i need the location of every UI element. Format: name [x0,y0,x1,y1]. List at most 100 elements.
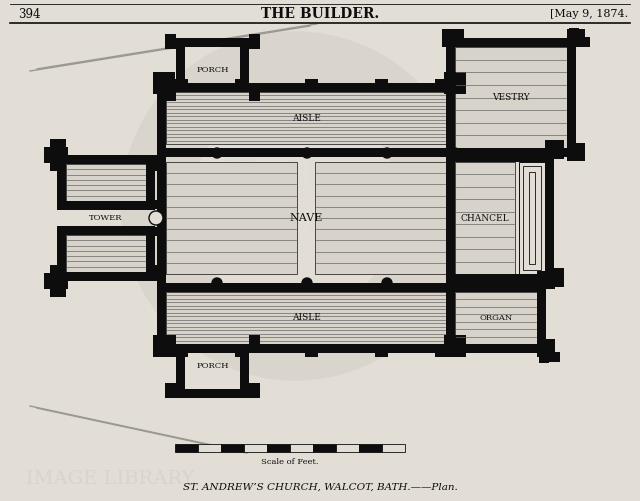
Text: VESTRY: VESTRY [492,93,530,102]
Bar [176,344,185,398]
Bar [442,29,464,47]
Bar [567,38,576,157]
Bar [446,283,546,292]
Bar [444,335,466,357]
Bar [569,28,579,46]
Bar [176,38,185,92]
Circle shape [450,148,460,158]
Bar [157,148,455,157]
Bar [567,143,585,161]
Bar [165,383,176,398]
Bar [57,272,155,281]
Bar [375,344,388,357]
Bar [545,140,564,159]
Bar [446,148,576,157]
Bar [545,268,564,287]
Bar [515,274,528,287]
Bar [336,444,359,452]
Circle shape [302,278,312,288]
Bar [66,164,146,201]
Bar [57,226,66,281]
Bar [523,166,541,270]
Text: Scale of Feet.: Scale of Feet. [261,458,319,466]
Bar [537,271,555,289]
Bar [315,162,446,274]
Text: THE BUILDER.: THE BUILDER. [261,7,379,21]
Bar [519,162,545,274]
Text: PORCH: PORCH [196,363,228,371]
Text: TOWER: TOWER [89,214,123,222]
Circle shape [212,278,222,288]
Bar [57,155,155,164]
Bar [515,149,528,162]
Bar [146,155,155,210]
Bar [267,444,290,452]
Bar [50,265,66,297]
Bar [221,444,244,452]
Bar [567,29,585,47]
Bar [539,345,549,363]
Bar [305,344,318,357]
Text: ORGAN: ORGAN [479,314,513,322]
Bar [446,153,455,283]
Circle shape [382,148,392,158]
Bar [545,153,554,283]
Bar [529,172,535,264]
Bar [155,227,157,236]
Bar [198,444,221,452]
Bar [57,201,155,210]
Bar [455,47,567,148]
Bar [446,274,554,283]
Bar [175,444,198,452]
Text: AISLE: AISLE [292,314,321,323]
Bar [146,265,162,281]
Bar [240,344,249,398]
Bar [249,383,260,398]
Bar [157,283,455,292]
Bar [235,344,248,357]
Bar [166,92,446,144]
Bar [290,444,313,452]
Bar [157,83,455,92]
Bar [455,162,515,274]
Bar [537,339,555,357]
Text: [May 9, 1874.: [May 9, 1874. [550,9,628,19]
Bar [176,389,249,398]
Bar [446,283,455,353]
Bar [359,444,382,452]
Bar [240,38,249,92]
Bar [146,226,155,281]
Bar [57,226,155,235]
Bar [166,292,446,344]
Bar [244,444,267,452]
Bar [570,37,590,47]
Bar [176,38,249,47]
Bar [375,79,388,92]
Bar [537,283,546,353]
Bar [57,155,66,210]
Bar [165,34,176,49]
Bar [66,235,146,272]
Text: 394: 394 [18,8,40,21]
Bar [249,335,260,346]
Text: NAVE: NAVE [289,213,323,223]
Bar [175,344,188,357]
Circle shape [382,278,392,288]
Bar [155,200,157,209]
Bar [50,139,66,171]
Bar [157,83,166,353]
Bar [165,335,176,346]
Bar [455,292,537,344]
Bar [435,79,448,92]
Bar [175,79,188,92]
Circle shape [302,148,312,158]
Bar [446,153,554,162]
Bar [249,34,260,49]
Bar [305,79,318,92]
Bar [435,344,448,357]
Bar [146,155,162,171]
Bar [166,162,297,274]
Text: In Time: In Time [244,208,362,239]
Bar [153,335,175,357]
Text: CHANCEL: CHANCEL [461,213,509,222]
